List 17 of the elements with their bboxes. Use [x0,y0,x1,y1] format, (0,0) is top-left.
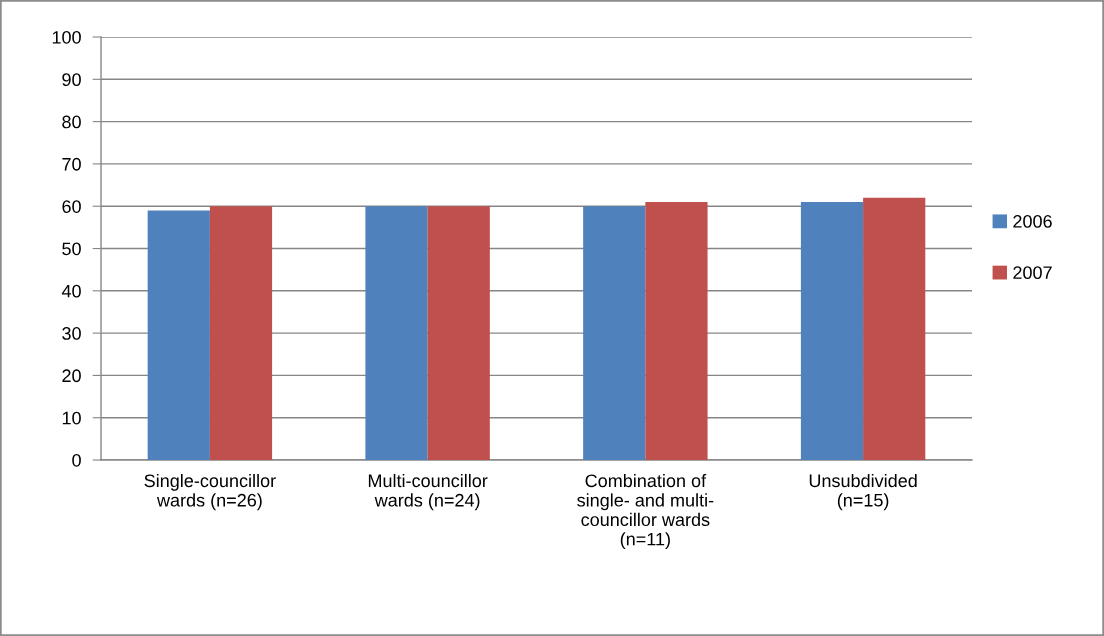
y-tick-label: 0 [72,453,81,467]
x-tick-label: Multi-councillor wards (n=24) [368,473,488,511]
y-tick-label: 60 [62,200,81,213]
y-tick-label: 90 [62,73,81,87]
legend-label: 2007 [1013,266,1052,280]
y-tick-label: 30 [62,327,81,340]
y-tick-label: 80 [62,115,81,129]
y-tick-label: 20 [62,369,81,383]
y-tick-label: 50 [62,242,81,256]
y-tick-label: 10 [62,411,81,425]
y-tick-label: 70 [62,157,81,171]
x-tick-label: Combination of single- and multi- councillor wards (n=11) [577,473,714,550]
x-tick-label: Unsubdivided (n=15) [809,473,917,511]
y-tick-label: 40 [61,284,81,298]
y-tick-label: 100 [52,30,81,44]
legend-label: 2006 [1013,215,1052,228]
x-tick-label: Single-councillor wards (n=26) [144,473,276,511]
